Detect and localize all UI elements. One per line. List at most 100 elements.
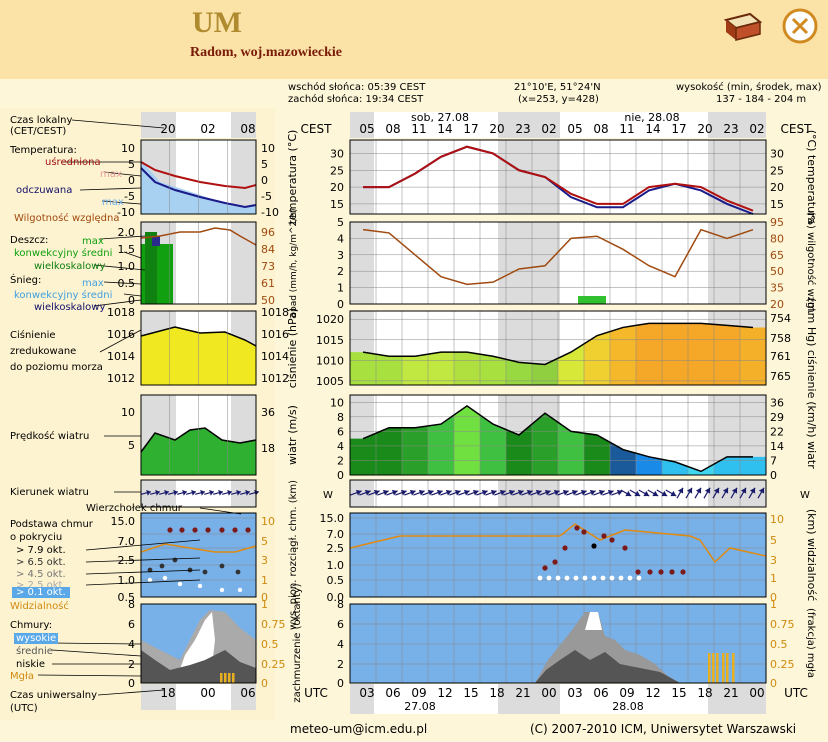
book-icon[interactable] xyxy=(720,6,764,46)
wind-arrow xyxy=(485,489,497,496)
legend-local-time: Czas lokalny xyxy=(10,115,73,126)
wind-arrow-head xyxy=(731,487,738,494)
wind-arrow-head xyxy=(686,487,693,494)
side-cloud-dot-light xyxy=(147,577,153,583)
location-label: Radom, woj.mazowieckie xyxy=(190,45,343,60)
side-cloud-dot-dark xyxy=(159,563,165,569)
wind-arrow xyxy=(350,489,362,496)
side-wind-ytick-right: 36 xyxy=(261,406,275,419)
cloud-base-dot-light xyxy=(564,575,570,581)
side-pres-ytick-left: 1012 xyxy=(107,372,135,385)
wind-arrow xyxy=(404,489,416,496)
side-cover-ytick: 6 xyxy=(128,618,135,631)
side-temp-avg-line xyxy=(140,161,257,190)
pressure-area-segment xyxy=(714,324,740,385)
wind-ytick-left: 10 xyxy=(330,396,344,409)
wind-ytick-left: 4 xyxy=(337,440,344,453)
legend-leader-line xyxy=(97,689,165,696)
legend-t-avg: uśredniona xyxy=(45,157,101,168)
wind-arrow-head xyxy=(695,487,702,494)
wind-arrow-head xyxy=(670,490,677,497)
side-cloud-border xyxy=(140,512,257,598)
side-wind-arrow xyxy=(186,489,196,496)
utc-hour-tick: 06 xyxy=(593,686,608,700)
cloud-base-dot xyxy=(635,569,641,575)
wind-area-segment xyxy=(610,442,636,475)
side-cloud-dot-dark xyxy=(147,567,153,573)
side-cover-ytick: 0 xyxy=(128,677,135,690)
wind-arrow-head xyxy=(517,489,524,496)
side-cloud-dot xyxy=(179,527,185,533)
wind-area-segment xyxy=(350,433,376,475)
wind-arrow-head xyxy=(391,489,398,496)
utc-hour-tick: 03 xyxy=(359,686,374,700)
side-cloud-dot-dark xyxy=(172,557,178,563)
pressure-area-segment xyxy=(740,326,766,385)
page-title: UM xyxy=(192,6,242,39)
fog-ytick-right: 0.25 xyxy=(770,658,795,671)
side-winddir-border xyxy=(140,479,257,508)
side-cest-tick: 02 xyxy=(200,122,215,136)
wind-arrow-head xyxy=(661,490,668,497)
utc-hour-tick: 15 xyxy=(671,686,686,700)
cest-hour-tick: 20 xyxy=(489,122,504,136)
wind-arrow xyxy=(575,489,587,496)
wind-area-segment xyxy=(506,424,532,475)
wind-arrow xyxy=(530,489,542,496)
wind-arrow xyxy=(757,487,765,499)
legend-snow-large: wielkoskalowy xyxy=(34,302,106,313)
utc-hour-tick: 15 xyxy=(463,686,478,700)
wind-area-segment xyxy=(402,425,428,475)
cover-ytick-left: 4 xyxy=(337,638,344,651)
side-wind-arrow-head xyxy=(200,489,205,496)
close-icon[interactable] xyxy=(778,6,822,46)
cest-hour-tick: 11 xyxy=(411,122,426,136)
side-wind-arrow xyxy=(150,489,160,496)
wind-arrow-head xyxy=(580,489,587,496)
side-top-night xyxy=(231,112,256,138)
wind-axis-right: (km/h) wiatr xyxy=(805,401,818,469)
rain-ytick-left: 2 xyxy=(337,265,344,278)
cloud-base-dot xyxy=(581,529,587,535)
wind-arrow-head xyxy=(634,490,641,497)
legend-leader-line xyxy=(51,642,142,645)
side-wind-arrow xyxy=(213,489,223,496)
wind-arrow xyxy=(703,487,711,499)
wind-ytick-right: 29 xyxy=(770,411,784,424)
side-humidity-ytick: 50 xyxy=(261,294,275,307)
cloud-panel-border xyxy=(349,512,767,598)
side-humidity-ytick: 73 xyxy=(261,260,275,273)
wind-ytick-right: 14 xyxy=(770,440,784,453)
wind-area-segment xyxy=(584,433,610,475)
side-temp-ytick-left: 5 xyxy=(128,158,135,171)
legend-utc-2: (UTC) xyxy=(10,703,38,714)
wind-area-segment xyxy=(714,456,740,475)
rain-bar xyxy=(578,296,606,304)
temp-ytick-right: 30 xyxy=(770,147,784,160)
side-pres-ytick-right: 1018 xyxy=(261,306,289,319)
wind-arrow-head xyxy=(562,489,569,496)
cloud-base-dot-light xyxy=(618,575,624,581)
wind-arrow-head xyxy=(526,489,533,496)
cloud-base-dot xyxy=(552,559,558,565)
legend-c01: > 0.1 okt. xyxy=(12,587,70,598)
wind-arrow xyxy=(676,487,684,499)
legend-cl-mid: średnie xyxy=(16,646,53,657)
cloud-base-dot-light xyxy=(555,575,561,581)
wind-arrow-head xyxy=(643,490,650,497)
wind-arrow-head xyxy=(490,489,497,496)
wind-arrow xyxy=(476,489,488,496)
wind-arrow xyxy=(647,489,659,497)
legend-leader-line xyxy=(37,674,142,677)
wind-ytick-left: 6 xyxy=(337,425,344,438)
fog-bar xyxy=(726,653,729,683)
wind-area-segment xyxy=(662,459,688,475)
wind-arrow xyxy=(602,489,614,496)
legend-leader-line xyxy=(85,579,201,586)
side-rain-border xyxy=(140,221,257,305)
footer-email[interactable]: meteo-um@icm.edu.pl xyxy=(290,722,428,736)
side-cover-border xyxy=(140,603,257,684)
cloud-ytick-left: 15.0 xyxy=(320,512,345,525)
cest-label-left: CEST xyxy=(301,122,333,136)
pressure-area-segment xyxy=(454,352,480,385)
